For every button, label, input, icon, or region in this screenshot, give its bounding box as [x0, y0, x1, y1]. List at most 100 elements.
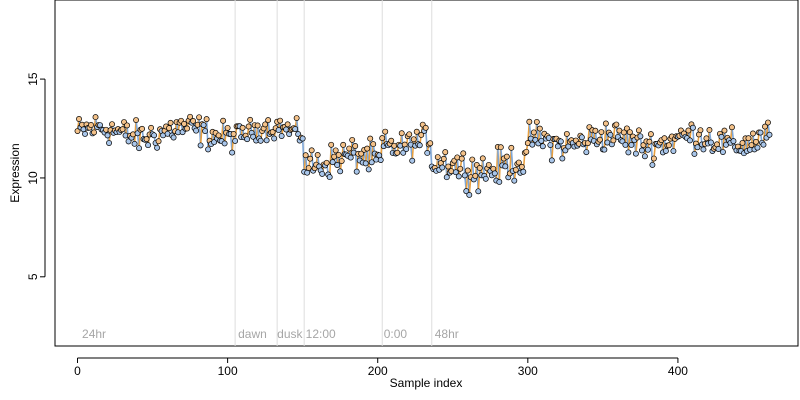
data-point: [715, 146, 722, 152]
data-point: [529, 141, 536, 148]
data-point: [382, 128, 389, 135]
data-point: [601, 146, 608, 153]
data-point: [440, 155, 447, 162]
data-point: [565, 143, 572, 150]
series-segment: [500, 147, 504, 166]
data-point: [518, 163, 525, 170]
data-point: [718, 133, 725, 140]
data-point: [299, 135, 306, 142]
y-tick-label: 5: [26, 273, 40, 280]
data-point: [365, 166, 372, 173]
data-point: [362, 160, 369, 167]
data-point: [670, 148, 677, 154]
data-point: [247, 116, 254, 123]
data-point: [496, 179, 503, 185]
data-point: [583, 149, 590, 156]
data-point: [622, 141, 629, 148]
plot-area: [54, 0, 799, 347]
data-point: [257, 137, 264, 144]
data-point: [418, 131, 425, 138]
data-point: [302, 152, 309, 159]
data-point: [691, 150, 698, 157]
data-point: [370, 141, 377, 148]
data-point: [508, 144, 515, 151]
data-point: [623, 125, 630, 132]
data-point: [628, 142, 635, 148]
data-point: [697, 127, 704, 134]
data-point: [503, 153, 510, 160]
series-segment: [231, 133, 235, 153]
data-point: [463, 188, 470, 195]
data-point: [650, 155, 657, 162]
data-point: [491, 170, 498, 177]
data-point: [762, 123, 768, 130]
data-point: [526, 118, 533, 125]
data-point: [707, 139, 714, 146]
data-point: [410, 136, 417, 143]
data-point: [139, 125, 146, 132]
data-point: [349, 136, 356, 143]
data-point: [328, 141, 335, 148]
data-point: [461, 172, 468, 179]
data-point: [754, 144, 761, 151]
data-point: [154, 144, 161, 151]
data-point: [184, 125, 191, 132]
data-point: [82, 131, 88, 137]
data-point: [536, 125, 543, 132]
data-point: [292, 126, 299, 132]
data-point: [337, 168, 344, 175]
data-point: [511, 177, 518, 184]
data-point: [439, 164, 446, 171]
data-point: [665, 142, 672, 149]
data-point: [229, 149, 236, 156]
data-point: [220, 117, 227, 124]
data-point: [706, 127, 713, 133]
series-points: [74, 113, 773, 198]
data-point: [308, 147, 315, 154]
data-point: [200, 122, 207, 129]
data-point: [293, 115, 300, 122]
data-point: [635, 127, 642, 134]
data-point: [721, 127, 728, 134]
data-point: [539, 143, 546, 150]
data-point: [739, 139, 746, 146]
data-point: [197, 142, 204, 149]
data-point: [596, 136, 603, 143]
data-point: [482, 175, 489, 182]
data-point: [221, 140, 228, 147]
data-point: [443, 174, 450, 181]
data-point: [644, 146, 651, 153]
y-axis: 5 10 15: [26, 72, 46, 280]
data-point: [181, 120, 188, 127]
data-point: [230, 131, 237, 137]
data-point: [131, 140, 138, 147]
data-point: [368, 159, 375, 166]
series-segment: [411, 139, 415, 161]
data-point: [686, 137, 693, 144]
data-point: [694, 144, 701, 151]
data-point: [239, 124, 246, 131]
data-point: [364, 145, 371, 152]
data-point: [232, 137, 239, 144]
x-tick-label: 200: [368, 364, 388, 378]
data-point: [265, 117, 272, 124]
data-point: [254, 122, 261, 129]
data-point: [278, 133, 285, 139]
section-label: dusk: [277, 327, 303, 341]
data-point: [263, 137, 270, 144]
data-point: [377, 157, 384, 164]
data-point: [394, 149, 401, 156]
data-point: [497, 144, 504, 151]
x-axis-title: Sample index: [390, 376, 463, 390]
series-segment: [551, 138, 555, 161]
data-point: [472, 172, 479, 179]
data-point: [106, 140, 112, 146]
section-label: 24hr: [82, 327, 106, 341]
data-point: [424, 150, 431, 156]
data-point: [170, 134, 177, 141]
data-point: [388, 137, 395, 144]
data-point: [598, 129, 605, 136]
data-point: [757, 129, 764, 136]
data-point: [502, 163, 509, 170]
